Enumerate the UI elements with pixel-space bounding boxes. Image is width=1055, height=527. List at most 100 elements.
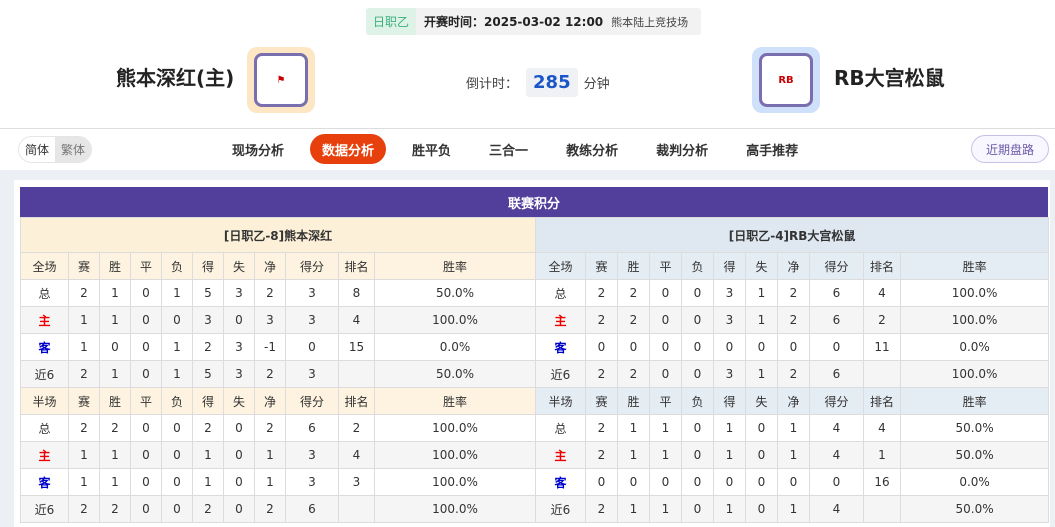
cell: 0 xyxy=(99,333,131,361)
column-header: 平 xyxy=(649,252,682,280)
cell: 3 xyxy=(285,279,339,307)
countdown-label: 倒计时： xyxy=(466,77,519,92)
table-row: 近6 2 2 0 0 3 1 2 6 100.0% xyxy=(535,360,1050,388)
cell: 0 xyxy=(130,441,162,469)
table-row: 客 1 0 0 1 2 3 -1 0 15 0.0% xyxy=(20,333,536,361)
cell: 0 xyxy=(777,333,810,361)
cell: 3 xyxy=(713,360,746,388)
cell: 0 xyxy=(745,468,778,496)
countdown-unit: 分钟 xyxy=(583,77,610,92)
cell: 1 xyxy=(68,333,100,361)
cell: 4 xyxy=(809,495,864,523)
row-label: 总 xyxy=(535,279,586,307)
cell: 1 xyxy=(713,414,746,442)
row-label: 主 xyxy=(20,441,69,469)
recent-handicap-button[interactable]: 近期盘路 xyxy=(970,135,1049,163)
column-header: 得分 xyxy=(285,252,339,280)
cell: 0.0% xyxy=(899,333,1050,361)
cell: 1 xyxy=(192,468,224,496)
lang-simplified[interactable]: 简体 xyxy=(25,143,50,157)
cell: 0 xyxy=(130,333,162,361)
row-label: 近6 xyxy=(20,360,69,388)
cell: 0 xyxy=(585,333,618,361)
cell: 2 xyxy=(585,279,618,307)
column-header: 得分 xyxy=(285,387,339,415)
league-badge[interactable]: 日职乙 xyxy=(366,8,417,35)
tab-4[interactable]: 教练分析 xyxy=(566,143,619,159)
column-header: 胜率 xyxy=(374,252,536,280)
language-toggle[interactable]: 简体 繁体 xyxy=(18,136,93,163)
row-label: 近6 xyxy=(20,495,69,523)
cell: 0 xyxy=(161,306,193,334)
cell: 1 xyxy=(99,360,131,388)
column-header: 赛 xyxy=(68,387,100,415)
column-header: 胜率 xyxy=(899,252,1050,280)
column-header: 排名 xyxy=(338,252,375,280)
cell: 1 xyxy=(161,279,193,307)
cell: 2 xyxy=(585,306,618,334)
column-header: 排名 xyxy=(863,387,901,415)
cell: 2 xyxy=(617,360,650,388)
cell: 0 xyxy=(161,495,193,523)
column-header: 平 xyxy=(130,387,162,415)
cell: 0 xyxy=(161,468,193,496)
row-label: 主 xyxy=(535,306,586,334)
cell: 100.0% xyxy=(899,360,1050,388)
cell: 0 xyxy=(223,495,255,523)
cell: 2 xyxy=(777,306,810,334)
cell: 0 xyxy=(713,333,746,361)
table-row: 总 2 2 0 0 2 0 2 6 2 100.0% xyxy=(20,414,536,442)
column-header: 负 xyxy=(681,387,714,415)
cell: 4 xyxy=(809,441,864,469)
table-row: 主 1 1 0 0 1 0 1 3 4 100.0% xyxy=(20,441,536,469)
cell: 0 xyxy=(130,414,162,442)
cell: 0 xyxy=(681,279,714,307)
cell: 0 xyxy=(649,333,682,361)
row-label: 客 xyxy=(535,468,586,496)
cell xyxy=(338,360,375,388)
home-team-logo[interactable]: ⚑ xyxy=(247,47,315,113)
home-team-name[interactable]: 熊本深红(主) xyxy=(116,66,235,90)
section-label: 半场 xyxy=(20,387,69,415)
cell: 0 xyxy=(585,468,618,496)
cell: 3 xyxy=(285,441,339,469)
tab-6[interactable]: 高手推荐 xyxy=(746,143,799,159)
cell: 16 xyxy=(863,468,901,496)
cell: 1 xyxy=(649,441,682,469)
away-team-logo[interactable]: RB xyxy=(752,47,820,113)
cell: 0 xyxy=(745,495,778,523)
column-header: 平 xyxy=(649,387,682,415)
cell: 2 xyxy=(617,306,650,334)
cell: 2 xyxy=(617,279,650,307)
tab-0[interactable]: 现场分析 xyxy=(232,143,285,159)
lang-traditional[interactable]: 繁体 xyxy=(55,137,92,162)
row-label: 近6 xyxy=(535,360,586,388)
tab-2[interactable]: 胜平负 xyxy=(412,143,452,159)
cell xyxy=(863,495,901,523)
away-team-name[interactable]: RB大宫松鼠 xyxy=(834,66,945,90)
table-row: 主 2 2 0 0 3 1 2 6 2 100.0% xyxy=(535,306,1050,334)
cell: 1 xyxy=(254,441,286,469)
team-header-row: [日职乙-8]熊本深红 xyxy=(20,217,536,253)
tab-1[interactable]: 数据分析 xyxy=(310,134,387,164)
cell: 0.0% xyxy=(374,333,536,361)
team-header[interactable]: [日职乙-8]熊本深红 xyxy=(20,217,536,253)
cell: 3 xyxy=(223,279,255,307)
cell: 100.0% xyxy=(374,414,536,442)
tab-3[interactable]: 三合一 xyxy=(489,143,529,159)
team-header[interactable]: [日职乙-4]RB大宫松鼠 xyxy=(534,217,1050,253)
cell: 1 xyxy=(254,468,286,496)
cell: 0 xyxy=(809,468,864,496)
cell: 6 xyxy=(809,360,864,388)
column-header: 得 xyxy=(192,387,224,415)
cell: 2 xyxy=(338,414,375,442)
cell: 0 xyxy=(223,468,255,496)
column-header: 负 xyxy=(681,252,714,280)
cell: 3 xyxy=(285,468,339,496)
cell: 1 xyxy=(777,414,810,442)
cell: 0 xyxy=(649,279,682,307)
home-standings-table: [日职乙-8]熊本深红 全场赛胜平负得失净得分 排名 胜率总 2 1 0 1 5 3 2 3 8 50.0… xyxy=(20,217,536,523)
cell: 0 xyxy=(649,468,682,496)
tab-5[interactable]: 裁判分析 xyxy=(656,143,709,159)
cell: 1 xyxy=(745,279,778,307)
